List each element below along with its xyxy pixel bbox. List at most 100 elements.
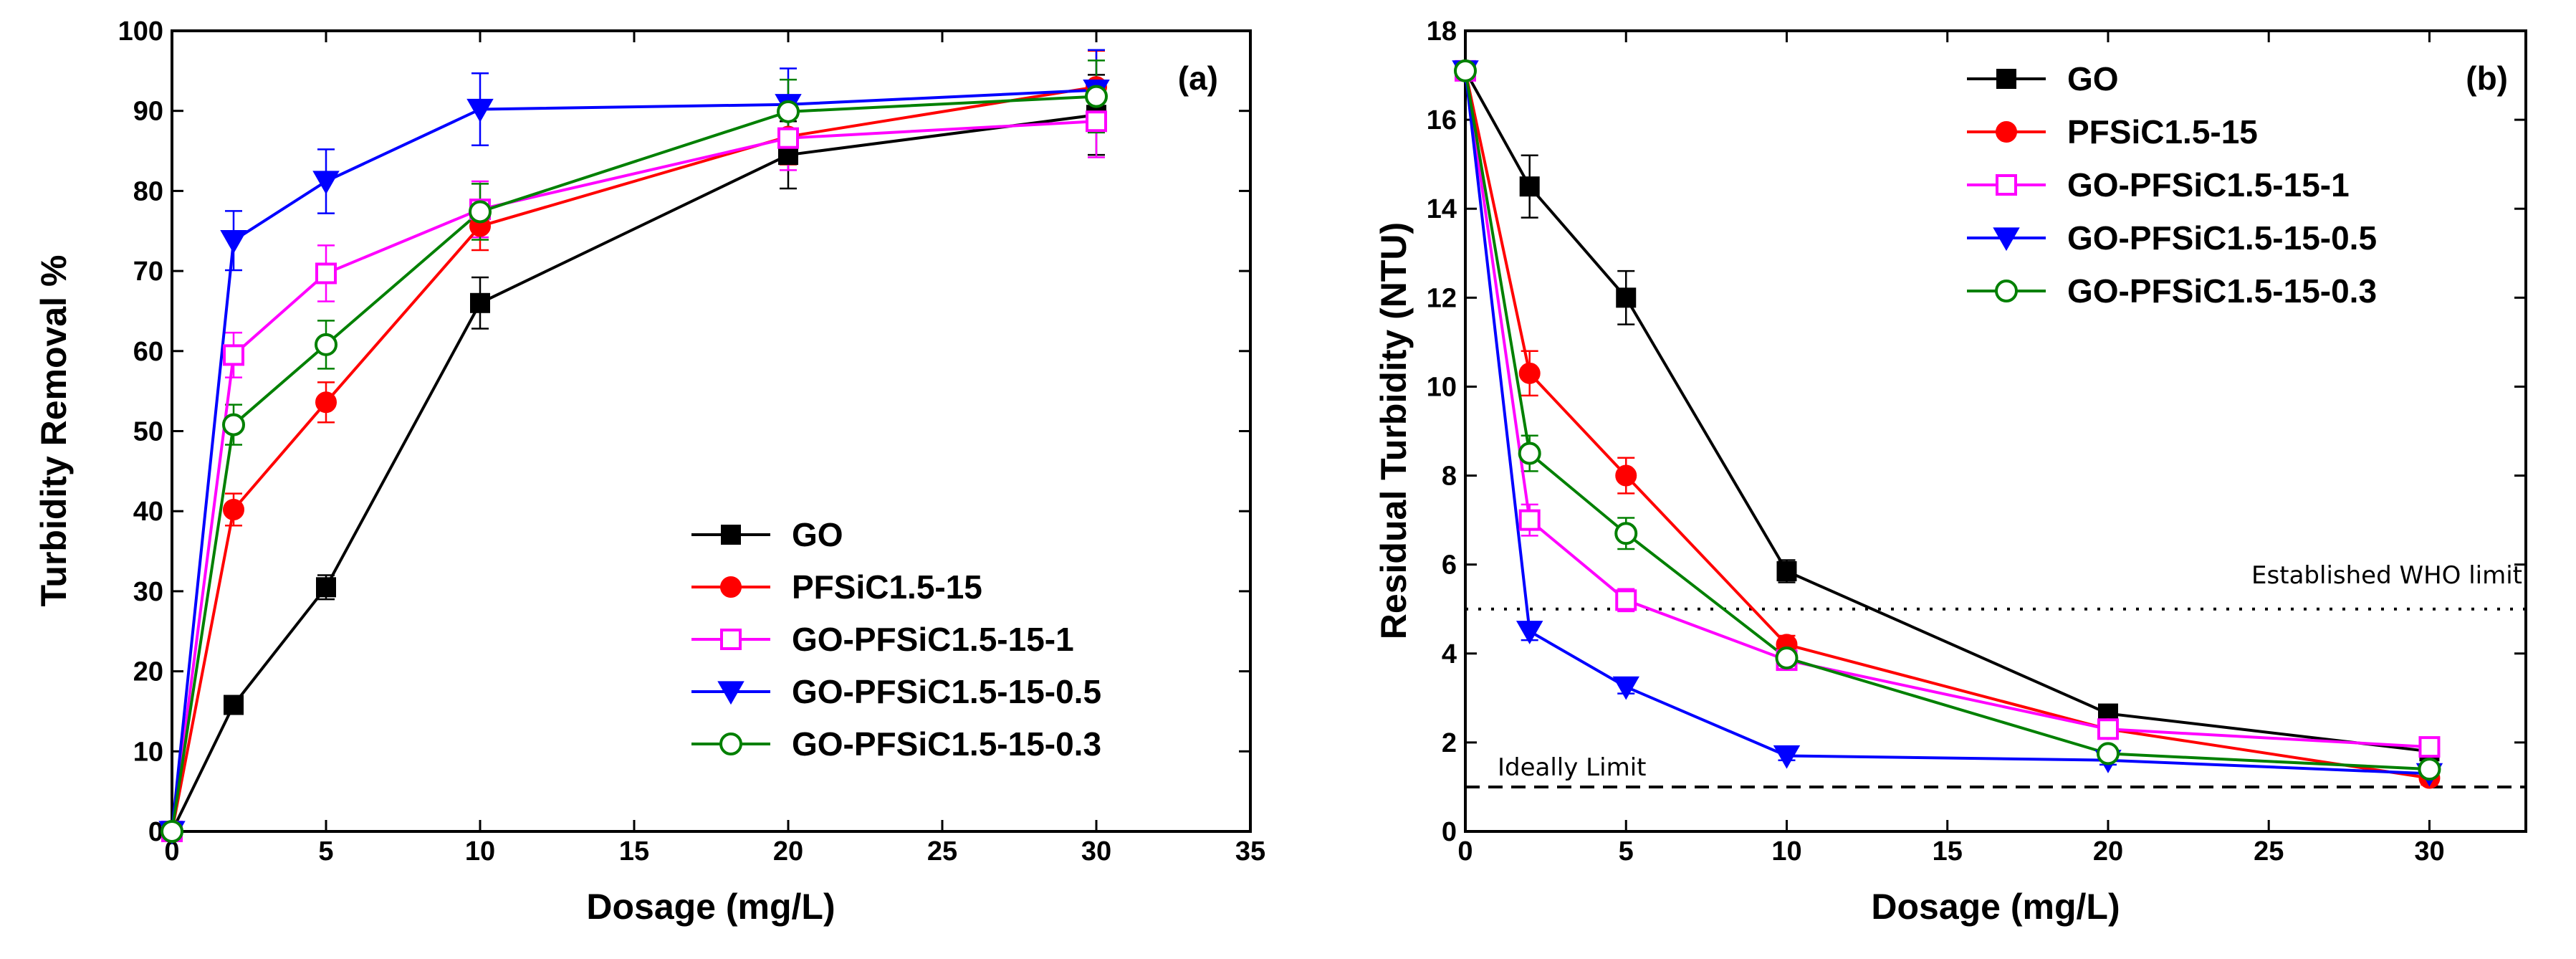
panel-a-x-tick-label: 20: [773, 836, 803, 867]
panel-a-x-tick-label: 5: [318, 836, 333, 867]
panel-b-x-tick-label: 5: [1619, 836, 1634, 867]
panel-b-x-tick-label: 25: [2254, 836, 2284, 867]
panel-b-y-tick-label: 6: [1442, 550, 1457, 581]
go-pfsic1-5-15-1-marker: [1518, 509, 1541, 531]
go-pfsic1-5-15-1-marker: [315, 262, 337, 285]
panel-a-error-bars: [225, 49, 1105, 712]
panel-a-y-tick-label: 80: [133, 176, 163, 206]
legend-go-pfsic1-5-15-1-label: GO-PFSiC1.5-15-1: [2067, 166, 2350, 204]
legend-go-pfsic1-5-15-1-marker: [720, 629, 742, 650]
panel-a-chart: 0 5 10 15 20 25 30 35 0 10 20 30 40 50 60 70 80 90 100 (a)…: [34, 16, 1265, 927]
legend-go-pfsic1-5-15-0-5-marker: [1993, 227, 2020, 252]
go-marker: [224, 695, 244, 715]
legend-go-pfsic1-5-15-0-5-label: GO-PFSiC1.5-15-0.5: [2067, 219, 2377, 257]
pfsic1-5-15-marker: [223, 498, 244, 520]
legend-go-pfsic1-5-15-0-3-marker: [719, 733, 742, 755]
legend-go-pfsic1-5-15-1-label: GO-PFSiC1.5-15-1: [792, 621, 1074, 658]
go-pfsic1-5-15-0-3-marker: [315, 333, 337, 356]
go-pfsic1-5-15-0-3-line: [171, 95, 1097, 832]
panel-b-x-axis-label: Dosage (mg/L): [1871, 887, 2120, 927]
panel-a-y-axis-label: Turbidity Removal %: [34, 255, 74, 607]
go-pfsic1-5-15-0-3-marker: [1085, 85, 1108, 108]
panel-b-y-tick-label: 2: [1442, 728, 1457, 758]
panel-b-tag: (b): [2466, 59, 2508, 97]
go-pfsic1-5-15-0-5-marker: [1612, 676, 1639, 700]
pfsic1-5-15-marker: [1615, 464, 1637, 487]
panel-a-x-tick-label: 10: [465, 836, 495, 867]
panel-b-y-tick-label: 18: [1427, 16, 1457, 47]
panel-a-y-tick-label: 10: [133, 737, 163, 767]
go-pfsic1-5-15-0-3-marker: [1775, 646, 1799, 669]
panel-b-axis-ticks: 0 5 10 15 20 25 30 0 2 4 6 8 10 12 14 16 18: [1427, 16, 2526, 867]
legend-go-marker: [721, 525, 741, 545]
panel-b-y-tick-label: 14: [1427, 194, 1457, 224]
panel-a-x-tick-label: 35: [1235, 836, 1265, 867]
panel-b-plot-frame: [1464, 29, 2527, 833]
panel-b-y-tick-label: 0: [1442, 817, 1457, 847]
panel-a-y-tick-label: 90: [133, 97, 163, 127]
panel-b-reference-lines: [1465, 607, 2526, 788]
legend-go-pfsic1-5-15-0-5-label: GO-PFSiC1.5-15-0.5: [792, 673, 1101, 710]
legend-go-pfsic1-5-15-0-5-marker: [717, 681, 744, 705]
panel-a-y-tick-label: 70: [133, 257, 163, 287]
panel-a-y-tick-label: 50: [133, 417, 163, 447]
panel-b-series-lines: [1464, 70, 2430, 780]
panel-b-y-tick-label: 16: [1427, 105, 1457, 135]
legend-go-pfsic1-5-15-0-3-label: GO-PFSiC1.5-15-0.3: [792, 725, 1101, 763]
panel-a-y-tick-label: 0: [148, 817, 163, 847]
go-pfsic1-5-15-0-3-marker: [1614, 522, 1638, 545]
panel-b-x-tick-label: 15: [1933, 836, 1963, 867]
go-marker: [316, 577, 336, 598]
go-pfsic1-5-15-0-5-marker: [1516, 621, 1543, 644]
go-marker: [470, 292, 490, 313]
go-pfsic1-5-15-0-3-marker: [2096, 742, 2120, 765]
go-pfsic1-5-15-0-5-marker: [466, 98, 494, 123]
panel-a-x-axis-label: Dosage (mg/L): [586, 887, 835, 927]
panel-a-plot-frame: [171, 29, 1252, 833]
go-pfsic1-5-15-0-3-marker: [1454, 59, 1477, 82]
legend-go-pfsic1-5-15-1-marker: [1996, 174, 2017, 196]
panel-b-x-tick-label: 0: [1457, 836, 1473, 867]
panel-b-chart: 0 5 10 15 20 25 30 0 2 4 6 8 10 12 14 16 18 Established …: [1374, 16, 2527, 927]
go-pfsic1-5-15-1-marker: [777, 127, 799, 149]
go-pfsic1-5-15-0-5-marker: [1773, 745, 1801, 769]
legend-go-marker: [1996, 69, 2016, 89]
panel-a-y-tick-label: 60: [133, 337, 163, 367]
legend-go-label: GO: [2067, 60, 2119, 97]
panel-b-markers: [1452, 59, 2443, 789]
go-pfsic1-5-15-1-marker: [1086, 110, 1107, 133]
legend-pfsic1-5-15-label: PFSiC1.5-15: [792, 568, 982, 606]
legend-pfsic1-5-15-marker: [1996, 121, 2017, 143]
panel-a-y-tick-label: 100: [118, 16, 163, 47]
panel-b-y-tick-label: 4: [1442, 639, 1457, 669]
legend-pfsic1-5-15-label: PFSiC1.5-15: [2067, 113, 2258, 151]
panel-a-y-tick-label: 40: [133, 497, 163, 527]
panel-b-y-axis-label: Residual Turbidity (NTU): [1374, 222, 1414, 639]
go-pfsic1-5-15-1-marker: [223, 344, 244, 366]
panel-b-legend: GO PFSiC1.5-15 GO-PFSiC1.5-15-1 GO-PFSiC1.5…: [1967, 60, 2377, 310]
legend-go-pfsic1-5-15-0-3-label: GO-PFSiC1.5-15-0.3: [2067, 272, 2377, 310]
go-pfsic1-5-15-1-line: [171, 120, 1097, 832]
go-pfsic1-5-15-1-line: [1464, 70, 2430, 749]
panel-b-x-tick-label: 20: [2093, 836, 2123, 867]
panel-a-y-tick-label: 20: [133, 657, 163, 687]
legend-pfsic1-5-15-marker: [720, 576, 742, 598]
go-pfsic1-5-15-0-3-marker: [1518, 442, 1541, 465]
go-pfsic1-5-15-0-5-marker: [312, 171, 340, 195]
panel-a-x-tick-label: 15: [619, 836, 649, 867]
go-line: [1464, 70, 2430, 753]
panel-a-legend: GO PFSiC1.5-15 GO-PFSiC1.5-15-1 GO-PFSiC1.5…: [691, 516, 1101, 763]
go-pfsic1-5-15-0-3-line: [1464, 70, 2430, 771]
panel-b-x-tick-label: 30: [2414, 836, 2444, 867]
go-line: [171, 113, 1097, 832]
go-pfsic1-5-15-0-5-line: [171, 88, 1097, 832]
panel-b-y-tick-label: 8: [1442, 462, 1457, 492]
go-pfsic1-5-15-1-marker: [2097, 718, 2119, 740]
panel-b-x-tick-label: 10: [1771, 836, 1801, 867]
go-marker: [1519, 176, 1540, 197]
panel-a-x-tick-label: 30: [1081, 836, 1111, 867]
go-pfsic1-5-15-0-5-line: [1464, 70, 2430, 776]
go-marker: [1616, 287, 1637, 308]
pfsic1-5-15-line: [171, 85, 1097, 832]
